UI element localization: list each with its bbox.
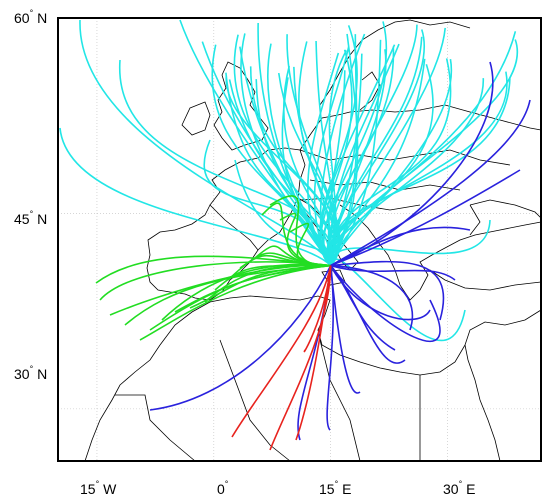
trajectory-cyan: [59, 127, 332, 267]
trajectory-red: [295, 265, 332, 441]
lat-label-60: 60° N: [14, 8, 48, 26]
trajectory-cyan: [329, 33, 359, 266]
trajectory-blue: [329, 265, 431, 321]
trajectory-blue: [329, 265, 361, 394]
trajectory-red: [269, 265, 332, 451]
lon-label-15w: 15° W: [80, 479, 117, 497]
trajectory-cyan: [281, 77, 332, 266]
trajectory-cyan: [329, 59, 453, 266]
trajectory-cyan: [329, 64, 434, 266]
trajectory-cyan: [179, 19, 332, 266]
trajectories: [59, 19, 531, 451]
trajectory-blue: [149, 265, 332, 411]
trajectory-green: [214, 264, 331, 291]
trajectory-cyan: [329, 78, 485, 266]
coastline-turkey: [429, 269, 542, 346]
trajectory-blue: [330, 264, 414, 331]
trajectory-blue: [330, 169, 521, 267]
trajectory-cyan: [228, 79, 332, 266]
trajectory-cyan: [277, 72, 337, 266]
trajectory-blue: [330, 226, 471, 267]
lat-label-45: 45° N: [14, 209, 48, 227]
trajectory-green: [161, 263, 331, 321]
trajectory-blue: [330, 264, 456, 281]
coastline-ireland: [181, 101, 211, 136]
lon-label-30e: 30° E: [443, 479, 476, 497]
coastline-north-europe: [299, 104, 542, 151]
borders-africa: [115, 339, 421, 462]
trajectory-green: [279, 212, 331, 267]
trajectory-cyan: [329, 219, 491, 266]
trajectory-cyan: [203, 139, 332, 266]
trajectory-cyan: [329, 258, 466, 342]
lon-label-15e: 15° E: [319, 479, 352, 497]
trajectory-blue: [330, 265, 441, 343]
map-frame: [57, 17, 542, 462]
trajectory-cyan: [327, 70, 346, 266]
coastline-black-sea: [469, 199, 542, 236]
coastline-levant: [464, 344, 501, 462]
trajectory-cyan: [329, 58, 452, 266]
trajectory-red: [231, 265, 332, 438]
trajectory-blue: [330, 99, 531, 267]
coastline-west-africa: [84, 344, 161, 462]
coastline-north-africa: [159, 295, 466, 376]
trajectory-cyan: [298, 41, 333, 266]
trajectory-cyan: [119, 59, 333, 266]
trajectory-green: [289, 222, 331, 267]
trajectory-blue: [330, 260, 445, 321]
lon-label-0: 0°: [217, 479, 229, 497]
coastline-iberia: [146, 204, 259, 301]
lat-label-30: 30° N: [14, 364, 48, 382]
trajectory-cyan: [234, 159, 332, 266]
